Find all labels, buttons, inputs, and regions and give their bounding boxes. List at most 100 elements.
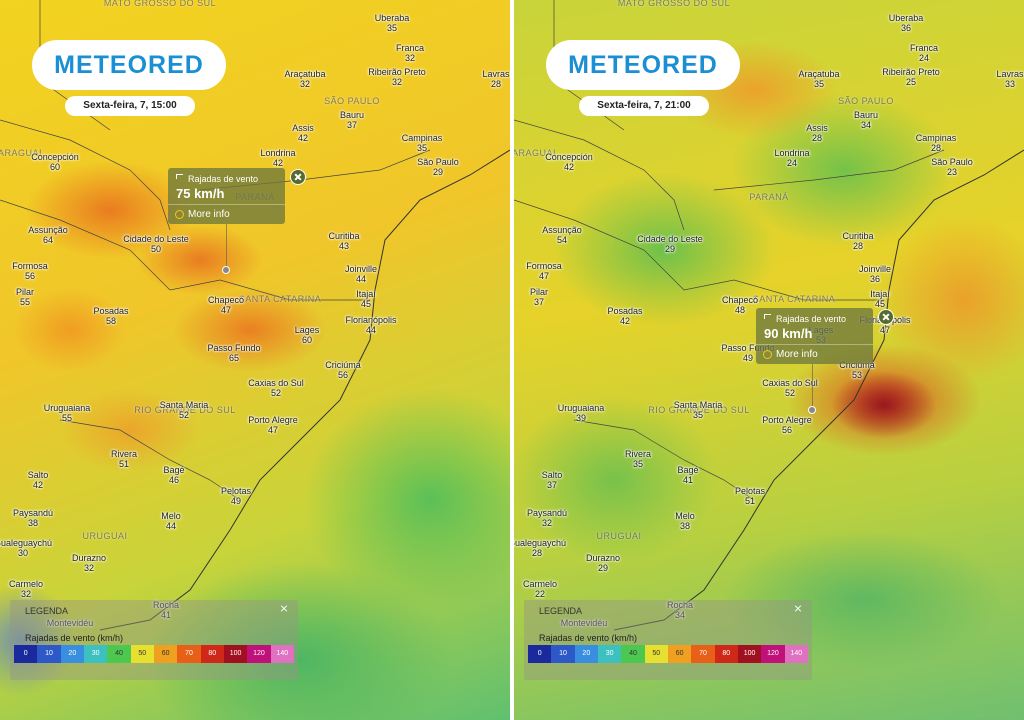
city-name: Ribeirão Preto bbox=[368, 67, 426, 77]
city-name: Bagé bbox=[163, 465, 185, 475]
city-value: 48 bbox=[734, 305, 745, 315]
city-value: 60 bbox=[301, 335, 312, 345]
city-label: Joinville 44 bbox=[345, 264, 377, 284]
city-value: 51 bbox=[118, 459, 130, 469]
city-value: 32 bbox=[20, 589, 32, 599]
city-name: Porto Alegre bbox=[248, 415, 298, 425]
city-value: 50 bbox=[150, 244, 161, 254]
region-label: RIO GRANDE DO SUL bbox=[134, 405, 236, 415]
city-label: Araçatuba 35 bbox=[798, 69, 839, 89]
close-button[interactable] bbox=[290, 169, 306, 185]
scale-step: 120 bbox=[761, 645, 785, 663]
city-name: Bauru bbox=[853, 110, 879, 120]
city-value: 54 bbox=[556, 235, 567, 245]
city-value: 35 bbox=[813, 79, 824, 89]
legend-close[interactable] bbox=[280, 604, 288, 612]
city-name: Carmelo bbox=[8, 579, 44, 589]
city-label: Rivera 35 bbox=[625, 449, 651, 469]
city-label: Salto 37 bbox=[542, 470, 563, 490]
color-scale: 0 10 20 30 40 50 60 70 80 100 120 140 bbox=[14, 645, 294, 663]
close-button[interactable] bbox=[878, 309, 894, 325]
city-value: 35 bbox=[692, 410, 703, 420]
legend-subtitle: Rajadas de vento (km/h) bbox=[25, 633, 124, 643]
city-label: Assunção 54 bbox=[542, 225, 582, 245]
city-label: Montevidéu bbox=[47, 618, 94, 628]
city-label: Paysandú 32 bbox=[527, 508, 567, 528]
city-label: Melo 44 bbox=[161, 511, 181, 531]
city-value: 58 bbox=[105, 316, 116, 326]
legend: LEGENDA Rajadas de vento (km/h) 0 10 20 30 40 5… bbox=[10, 600, 298, 680]
city-value: 47 bbox=[220, 305, 231, 315]
city-label: São Paulo 29 bbox=[417, 157, 459, 177]
city-name: Uruguaiana bbox=[557, 403, 605, 413]
color-scale: 0 10 20 30 40 50 60 70 80 100 120 140 bbox=[528, 645, 808, 663]
city-value: 56 bbox=[781, 425, 792, 435]
more-info-link[interactable]: More info bbox=[776, 349, 818, 360]
city-label: Durazno 29 bbox=[586, 553, 620, 573]
city-value: 35 bbox=[416, 143, 427, 153]
city-name: Joinville bbox=[344, 264, 378, 274]
popup: Rajadas de vento 75 km/h More info bbox=[168, 168, 285, 224]
city-label: Uberaba 35 bbox=[375, 13, 410, 33]
scale-step: 50 bbox=[644, 645, 668, 663]
city-label: Uruguaiana 55 bbox=[44, 403, 91, 423]
city-name: Criciúma bbox=[325, 360, 361, 370]
city-name: Paysandú bbox=[12, 508, 54, 518]
scale-step: 30 bbox=[83, 645, 108, 663]
city-label: Curitiba 28 bbox=[842, 231, 873, 251]
scale-step: 40 bbox=[107, 645, 131, 663]
city-label: São Paulo 23 bbox=[931, 157, 973, 177]
city-value: 35 bbox=[386, 23, 397, 33]
city-name: Curitiba bbox=[842, 231, 874, 241]
city-label: Rocha 41 bbox=[153, 600, 179, 620]
city-label: Durazno 32 bbox=[72, 553, 106, 573]
city-value: 56 bbox=[337, 370, 349, 380]
flag-icon bbox=[764, 314, 771, 319]
city-label: Londrina 24 bbox=[774, 148, 809, 168]
city-label: Assis 42 bbox=[292, 123, 314, 143]
scale-step: 0 bbox=[14, 645, 38, 663]
city-name: Carmelo bbox=[522, 579, 558, 589]
popup-title: Rajadas de vento bbox=[776, 314, 847, 324]
city-label: Franca 24 bbox=[910, 43, 938, 63]
city-label: Ribeirão Preto 32 bbox=[368, 67, 426, 87]
scale-step: 10 bbox=[37, 645, 61, 663]
city-value: 37 bbox=[533, 297, 545, 307]
city-name: Pelotas bbox=[220, 486, 252, 496]
more-info-link[interactable]: More info bbox=[188, 209, 230, 220]
city-value: 32 bbox=[541, 518, 552, 528]
city-label: Concepción 60 bbox=[31, 152, 79, 172]
region-label: URUGUAI bbox=[596, 531, 642, 541]
city-value: 52 bbox=[784, 388, 795, 398]
legend-title: LEGENDA bbox=[539, 606, 583, 616]
city-name: Uberaba bbox=[888, 13, 924, 23]
city-name: Joinville bbox=[858, 264, 892, 274]
city-name: Posadas bbox=[607, 306, 643, 316]
city-value: 39 bbox=[575, 413, 587, 423]
scale-step: 10 bbox=[551, 645, 575, 663]
city-name: Londrina bbox=[260, 148, 296, 158]
scale-step: 80 bbox=[200, 645, 224, 663]
city-label: Lavras 28 bbox=[482, 69, 509, 89]
city-label: Melo 38 bbox=[675, 511, 695, 531]
city-value: 43 bbox=[338, 241, 350, 251]
legend-close[interactable] bbox=[794, 604, 802, 612]
city-value: 37 bbox=[546, 480, 558, 490]
info-icon bbox=[175, 210, 184, 219]
scale-step: 20 bbox=[574, 645, 598, 663]
city-name: Chapecó bbox=[207, 295, 245, 305]
city-name: Pilar bbox=[15, 287, 35, 297]
city-name: Durazno bbox=[71, 553, 107, 563]
city-name: Concepción bbox=[31, 152, 79, 162]
city-name: Bagé bbox=[677, 465, 699, 475]
city-value: 49 bbox=[742, 353, 754, 363]
divider bbox=[510, 0, 514, 720]
city-name: Pilar bbox=[529, 287, 549, 297]
city-value: 47 bbox=[538, 271, 550, 281]
city-value: 44 bbox=[165, 521, 177, 531]
region-label: SÃO PAULO bbox=[324, 96, 380, 106]
city-name: São Paulo bbox=[931, 157, 973, 167]
city-name: Itajaí bbox=[356, 289, 376, 299]
